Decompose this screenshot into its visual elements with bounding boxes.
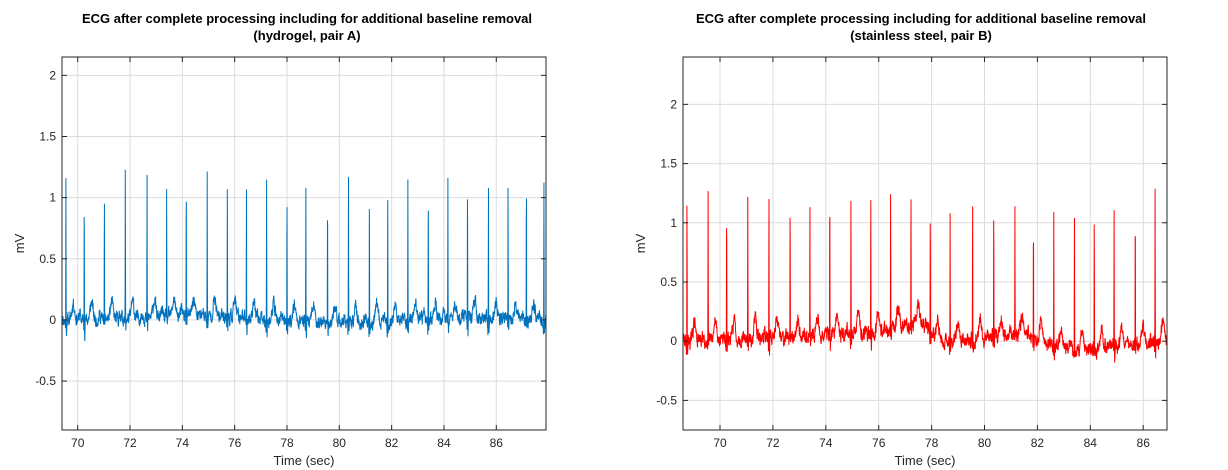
chart-title: ECG after complete processing including … (614, 10, 1228, 44)
x-tick-label: 70 (71, 436, 85, 450)
x-tick-label: 82 (385, 436, 399, 450)
x-tick-label: 80 (333, 436, 347, 450)
ecg-series-line (683, 188, 1167, 363)
x-tick-label: 86 (490, 436, 504, 450)
grid (683, 57, 1167, 430)
chart-panel-hydrogel: ECG after complete processing including … (0, 10, 614, 468)
y-tick-label: 1 (49, 191, 56, 205)
y-tick-label: 0.5 (660, 275, 677, 289)
ecg-series-line (62, 169, 546, 341)
x-tick-label: 78 (925, 436, 939, 450)
x-tick-label: 76 (872, 436, 886, 450)
chart-title-line1: ECG after complete processing including … (695, 11, 1147, 26)
chart-title-line1: ECG after complete processing including … (81, 11, 533, 26)
y-axis-label: mV (633, 233, 648, 253)
chart-panel-stainless-steel: ECG after complete processing including … (614, 0, 1228, 470)
y-tick-label: -0.5 (35, 374, 56, 388)
x-tick-label: 74 (819, 436, 833, 450)
chart-title-line2: (hydrogel, pair A) (253, 28, 361, 43)
y-tick-label: 0 (49, 313, 56, 327)
x-tick-label: 76 (228, 436, 242, 450)
x-tick-label: 84 (1084, 436, 1098, 450)
plot-area (683, 57, 1167, 430)
x-axis-label: Time (sec) (895, 453, 956, 468)
axes-box (61, 56, 547, 431)
y-axis-label: mV (12, 233, 27, 253)
x-tick-label: 82 (1031, 436, 1045, 450)
x-tick-label: 84 (437, 436, 451, 450)
ecg-plot-hydrogel: 70 72 74 76 78 80 82 84 86 -0.5 0 0.5 1 1.5 2 Time (sec… (12, 56, 547, 468)
chart-title: ECG after complete processing including … (0, 10, 614, 44)
x-tick-label: 74 (176, 436, 190, 450)
y-tick-label: -0.5 (656, 393, 677, 407)
x-tick-label: 80 (978, 436, 992, 450)
y-tick-label: 1.5 (660, 157, 677, 171)
x-tick-label: 72 (123, 436, 137, 450)
ecg-plot-stainless-steel: 70 72 74 76 78 80 82 84 86 -0.5 0 0.5 1 1.5 2 Time (sec… (633, 56, 1168, 468)
y-tick-label: 2 (670, 97, 677, 111)
x-axis-label: Time (sec) (274, 453, 335, 468)
x-tick-label: 86 (1137, 436, 1151, 450)
y-tick-label: 1 (670, 216, 677, 230)
axes-box (682, 56, 1168, 431)
y-tick-label: 1.5 (39, 129, 56, 143)
y-tick-label: 2 (49, 68, 56, 82)
x-tick-label: 72 (766, 436, 780, 450)
y-tick-label: 0.5 (39, 252, 56, 266)
x-tick-label: 78 (280, 436, 294, 450)
chart-title-line2: (stainless steel, pair B) (850, 28, 992, 43)
plot-area (62, 57, 546, 430)
x-tick-label: 70 (713, 436, 727, 450)
y-tick-label: 0 (670, 334, 677, 348)
